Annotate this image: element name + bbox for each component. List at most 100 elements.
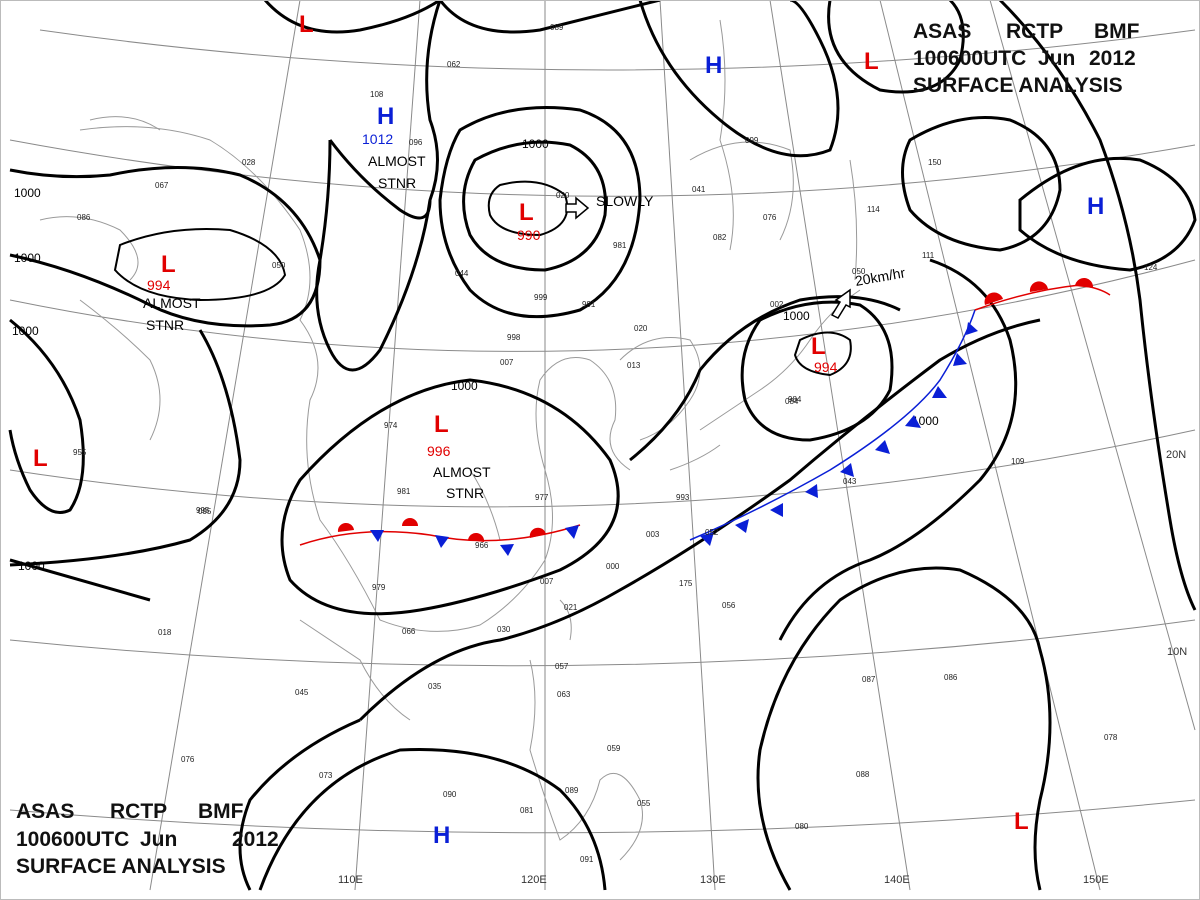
low-center: L: [33, 445, 48, 472]
station-obs: 000: [606, 562, 620, 571]
station-obs: 028: [242, 158, 256, 167]
stationary-front: [299, 518, 581, 556]
station-obs: 007: [540, 577, 554, 586]
isobar-label: 1000: [14, 186, 41, 200]
station-obs: 979: [372, 583, 386, 592]
station-obs: 091: [580, 855, 594, 864]
header-time: 100600UTC: [913, 47, 1026, 70]
low-pressure-value: 990: [517, 227, 541, 243]
header-title: SURFACE ANALYSIS: [913, 74, 1123, 97]
latitude-label: 10N: [1167, 646, 1187, 658]
station-obs: 124: [1144, 263, 1158, 272]
station-obs: 981: [613, 241, 627, 250]
header-time: Jun: [140, 828, 177, 851]
low-center: L: [434, 411, 449, 438]
stationary-label: STNR: [378, 175, 416, 191]
station-obs: 175: [679, 579, 693, 588]
stationary-label: STNR: [146, 317, 184, 333]
movement-arrow-icon: [830, 288, 851, 319]
isobar-label: 1000: [12, 324, 39, 338]
header-code: RCTP: [110, 800, 167, 823]
station-obs: 050: [852, 267, 866, 276]
header-code: RCTP: [1006, 20, 1063, 43]
header-time: 2012: [232, 828, 279, 851]
chart-header-bottom: ASAS RCTP BMF 100600UTC Jun 2012 SURFACE…: [16, 800, 279, 878]
low-center: L: [811, 333, 826, 360]
station-obs: 109: [1011, 457, 1025, 466]
isobar-label: 1000: [18, 559, 45, 573]
low-center: L: [299, 11, 314, 38]
station-obs: 030: [497, 625, 511, 634]
stationary-label: STNR: [446, 485, 484, 501]
longitude-label: 140E: [884, 874, 910, 886]
station-obs: 063: [557, 690, 571, 699]
longitude-label: 130E: [700, 874, 726, 886]
header-time: Jun: [1038, 47, 1075, 70]
station-obs: 090: [443, 790, 457, 799]
station-obs: 076: [181, 755, 195, 764]
header-code: ASAS: [16, 800, 74, 823]
station-obs: 002: [770, 300, 784, 309]
station-obs: 089: [550, 23, 564, 32]
station-obs: 087: [862, 675, 876, 684]
low-center: L: [519, 199, 534, 226]
station-obs: 050: [272, 261, 286, 270]
station-obs: 057: [555, 662, 569, 671]
station-obs: 056: [722, 601, 736, 610]
warm-front: [974, 277, 1111, 311]
station-obs: 062: [447, 60, 461, 69]
station-obs: 086: [77, 213, 91, 222]
isobar-labels: 1000 1000 1000 1000 1000 1000 1000 1000: [12, 137, 939, 573]
station-obs: 991: [582, 300, 596, 309]
station-obs: 059: [607, 744, 621, 753]
isobar-label: 1000: [522, 137, 549, 151]
low-pressure-value: 994: [147, 277, 171, 293]
low-center: L: [1014, 808, 1029, 835]
header-title: SURFACE ANALYSIS: [16, 855, 226, 878]
station-obs: 111: [922, 251, 935, 260]
station-obs: 020: [634, 324, 648, 333]
pressure-centers: L 990 L 994 L 996 L 994 H 1012 L L L L H…: [33, 11, 1104, 849]
isobar-label: 1000: [451, 379, 478, 393]
high-center: H: [1087, 193, 1104, 220]
station-obs: 078: [1104, 733, 1118, 742]
isobar-label: 1000: [783, 309, 810, 323]
station-obs: 974: [384, 421, 398, 430]
station-obs: 084: [785, 397, 799, 406]
station-obs: 114: [867, 205, 880, 214]
station-obs: 095: [198, 507, 212, 516]
stationary-label: ALMOST: [433, 464, 491, 480]
station-obs: 108: [370, 90, 384, 99]
coordinate-labels: 110E 120E 130E 140E 150E 20N 10N: [338, 449, 1187, 886]
low-pressure-value: 996: [427, 443, 451, 459]
header-code: BMF: [198, 800, 244, 823]
station-obs: 021: [564, 603, 578, 612]
latitude-label: 20N: [1166, 449, 1186, 461]
high-pressure-value: 1012: [362, 131, 393, 147]
station-obs: 055: [637, 799, 651, 808]
header-time: 2012: [1089, 47, 1136, 70]
station-obs: 043: [843, 477, 857, 486]
station-obs: 041: [692, 185, 706, 194]
cold-front: [689, 309, 978, 546]
longitude-lines: [149, 0, 1196, 891]
station-obs: 076: [763, 213, 777, 222]
high-center: H: [377, 103, 394, 130]
station-obs: 081: [520, 806, 534, 815]
longitude-label: 110E: [338, 874, 363, 886]
station-obs: 013: [627, 361, 641, 370]
header-code: ASAS: [913, 20, 971, 43]
station-obs: 993: [676, 493, 690, 502]
station-obs: 035: [428, 682, 442, 691]
movement-arrow-icon: [565, 196, 590, 220]
high-center: H: [705, 52, 722, 79]
isobar-label: 1000: [14, 251, 41, 265]
station-obs: 066: [402, 627, 416, 636]
station-obs: 003: [646, 530, 660, 539]
longitude-label: 150E: [1083, 874, 1109, 886]
coastlines: [39, 19, 861, 861]
station-obs: 999: [534, 293, 548, 302]
station-obs: 955: [73, 448, 87, 457]
